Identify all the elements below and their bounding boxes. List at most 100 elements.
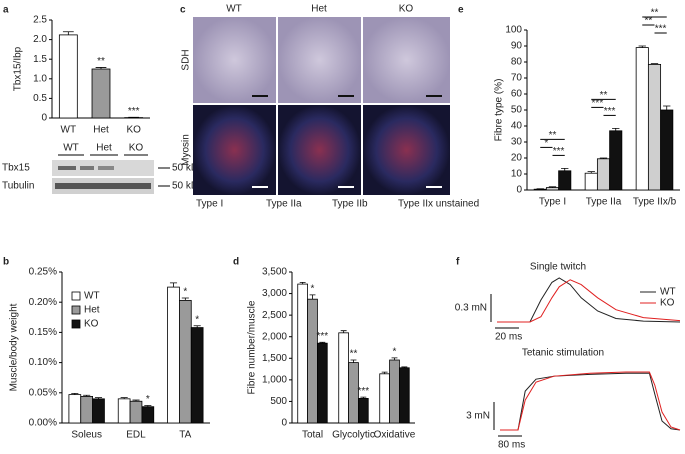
band bbox=[55, 183, 151, 189]
scale-label: 80 ms bbox=[498, 440, 525, 451]
legend-swatch bbox=[71, 291, 81, 301]
bar bbox=[58, 34, 78, 119]
significance: * bbox=[311, 284, 315, 295]
error-bar bbox=[144, 405, 152, 407]
micrographs: c WT Het KO SDH Myosin Type I Type IIa T… bbox=[180, 4, 479, 210]
significance: ** bbox=[97, 56, 105, 67]
significance: *** bbox=[357, 386, 369, 397]
error-bar bbox=[62, 31, 74, 35]
error-bar bbox=[95, 67, 107, 69]
error-bar bbox=[548, 186, 557, 188]
image bbox=[363, 17, 450, 103]
y-tick-label: 60 bbox=[511, 89, 523, 100]
x-tick-label: Total bbox=[302, 430, 323, 441]
bar bbox=[91, 68, 111, 119]
error-bar bbox=[309, 294, 316, 300]
error-bar bbox=[83, 394, 91, 397]
y-axis-label: Muscle/body weight bbox=[9, 303, 20, 391]
chart-title: Single twitch bbox=[530, 262, 586, 273]
fibre-label: Type IIb bbox=[332, 199, 368, 210]
band bbox=[58, 166, 76, 170]
legend-swatch bbox=[71, 305, 81, 315]
significance: * bbox=[146, 394, 150, 405]
y-tick-label: 1.0 bbox=[33, 73, 47, 84]
y-tick-label: 0.00% bbox=[29, 418, 57, 429]
error-bar bbox=[638, 45, 646, 48]
error-bar bbox=[319, 341, 326, 344]
x-tick-label: Type I bbox=[539, 197, 566, 208]
y-tick-label: 2,000 bbox=[262, 331, 287, 342]
image bbox=[278, 105, 361, 195]
y-tick-label: 0 bbox=[41, 113, 47, 124]
x-tick-label: Oxidative bbox=[374, 430, 416, 441]
panel-label: b bbox=[3, 257, 9, 268]
column-label: KO bbox=[399, 4, 414, 15]
y-tick-label: 0 bbox=[281, 418, 287, 429]
significance: * bbox=[183, 287, 187, 298]
row-label: SDH bbox=[181, 49, 192, 70]
y-tick-label: 2,500 bbox=[262, 310, 287, 321]
error-bar bbox=[360, 396, 367, 399]
fibre-label: Type IIa bbox=[266, 199, 302, 210]
lane-label: Het bbox=[96, 143, 112, 154]
panel-label: a bbox=[3, 5, 9, 16]
bar bbox=[584, 172, 598, 191]
image bbox=[278, 17, 361, 103]
significance: * bbox=[195, 314, 199, 325]
legend-label: WT bbox=[84, 291, 100, 302]
panel-label: c bbox=[180, 5, 186, 16]
error-bar bbox=[599, 157, 608, 159]
significance: *** bbox=[655, 24, 667, 35]
legend-swatch bbox=[71, 319, 81, 329]
error-bar bbox=[94, 397, 103, 399]
row-label: Myosin bbox=[181, 134, 192, 166]
error-bar bbox=[193, 325, 201, 328]
error-bar bbox=[401, 366, 408, 368]
legend-label: WT bbox=[660, 287, 676, 298]
significance: * bbox=[544, 138, 548, 149]
bar bbox=[389, 359, 400, 424]
y-tick-label: 70 bbox=[511, 73, 523, 84]
band bbox=[98, 166, 114, 170]
error-bar bbox=[181, 297, 189, 301]
significance: *** bbox=[553, 146, 565, 157]
y-tick-label: 0.20% bbox=[29, 297, 57, 308]
error-bar bbox=[120, 397, 128, 399]
x-tick-label: KO bbox=[126, 125, 141, 136]
chart-title: Tetanic stimulation bbox=[522, 348, 604, 359]
bar bbox=[80, 396, 93, 424]
bar bbox=[338, 332, 349, 424]
column-label: Het bbox=[311, 4, 327, 15]
bar bbox=[129, 400, 143, 424]
bar bbox=[117, 398, 131, 424]
significance: ** bbox=[549, 130, 557, 141]
bar bbox=[167, 286, 180, 424]
size-label: 50 kDa bbox=[172, 181, 204, 192]
error-bar bbox=[71, 393, 79, 395]
error-bar bbox=[299, 281, 306, 285]
bar bbox=[307, 298, 318, 424]
y-tick-label: 10 bbox=[511, 169, 523, 180]
significance: ** bbox=[600, 90, 608, 101]
y-tick-label: 0.15% bbox=[29, 327, 57, 338]
bar bbox=[68, 394, 82, 424]
y-tick-label: 0.10% bbox=[29, 357, 57, 368]
significance: ** bbox=[350, 349, 358, 360]
error-bar bbox=[391, 357, 398, 361]
y-tick-label: 3,500 bbox=[262, 267, 287, 278]
error-bar bbox=[169, 282, 178, 288]
significance: ** bbox=[651, 8, 659, 19]
y-tick-label: 40 bbox=[511, 121, 523, 132]
bar bbox=[141, 406, 155, 424]
row-label: Tubulin bbox=[2, 181, 34, 192]
y-tick-label: 90 bbox=[511, 41, 523, 52]
significance: *** bbox=[592, 98, 604, 109]
trace bbox=[497, 277, 681, 323]
x-tick-label: Het bbox=[93, 125, 109, 136]
bar bbox=[533, 188, 547, 191]
western-blot: WT Het KO Tbx15 Tubulin 50 kDa 50 kDa bbox=[2, 143, 204, 194]
size-label: 50 kDa bbox=[172, 163, 204, 174]
significance: ** bbox=[644, 16, 652, 27]
scale-label: 3 mN bbox=[466, 411, 490, 422]
